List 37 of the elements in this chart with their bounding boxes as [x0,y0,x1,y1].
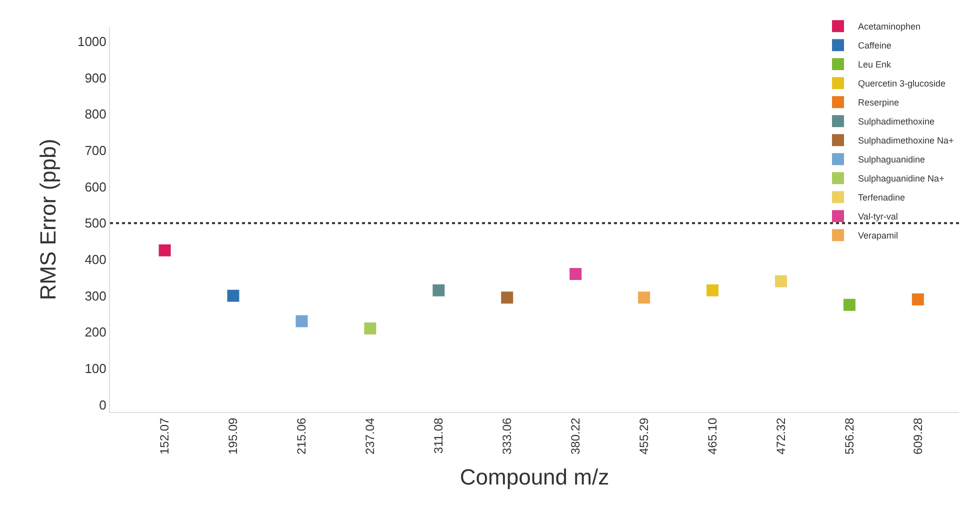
y-tick-label: 100 [84,360,106,376]
legend-label: Verapamil [858,230,898,241]
x-tick-label: 237.04 [363,417,378,455]
x-tick-label: 556.28 [842,417,856,455]
legend-label: Quercetin 3-glucoside [858,78,946,89]
x-tick-label: 609.28 [910,417,925,455]
x-axis-title: Compound m/z [460,464,610,490]
legend-label: Reserpine [858,98,900,108]
legend-label: Sulphaguanidine [858,154,926,165]
x-tick-label: 152.07 [158,417,172,455]
y-tick-label: 700 [84,143,106,158]
x-tick-label: 195.09 [226,417,240,455]
legend-label: Sulphaguanidine Na+ [858,174,944,184]
legend-label: Caffeine [858,40,892,51]
y-tick-label: 900 [84,70,106,86]
x-tick-label: 311.08 [432,417,446,454]
legend-label: Sulphadimethoxine [858,116,935,127]
legend-label: Acetaminophen [858,22,921,32]
x-tick-label: 465.10 [705,417,720,455]
x-tick-label: 333.06 [500,417,514,455]
y-tick-label: 800 [84,106,106,122]
x-tick-label: 380.22 [568,417,582,455]
x-tick-label: 455.29 [636,417,651,455]
y-tick-label: 300 [84,288,106,304]
x-tick-label: 472.32 [774,417,788,455]
legend-label: Leu Enk [858,60,892,70]
y-tick-label: 0 [99,397,106,412]
y-tick-label: 1000 [77,34,106,50]
y-tick-label: 500 [84,216,106,231]
legend-label: Terfenadine [858,192,906,203]
legend-label: Sulphadimethoxine Na+ [858,136,954,146]
y-axis-title: RMS Error (ppb) [35,138,60,300]
y-tick-label: 200 [84,324,106,340]
y-tick-label: 400 [84,252,106,267]
legend-label: Val-tyr-val [858,212,898,222]
y-tick-label: 600 [84,179,106,194]
x-tick-label: 215.06 [294,417,309,455]
